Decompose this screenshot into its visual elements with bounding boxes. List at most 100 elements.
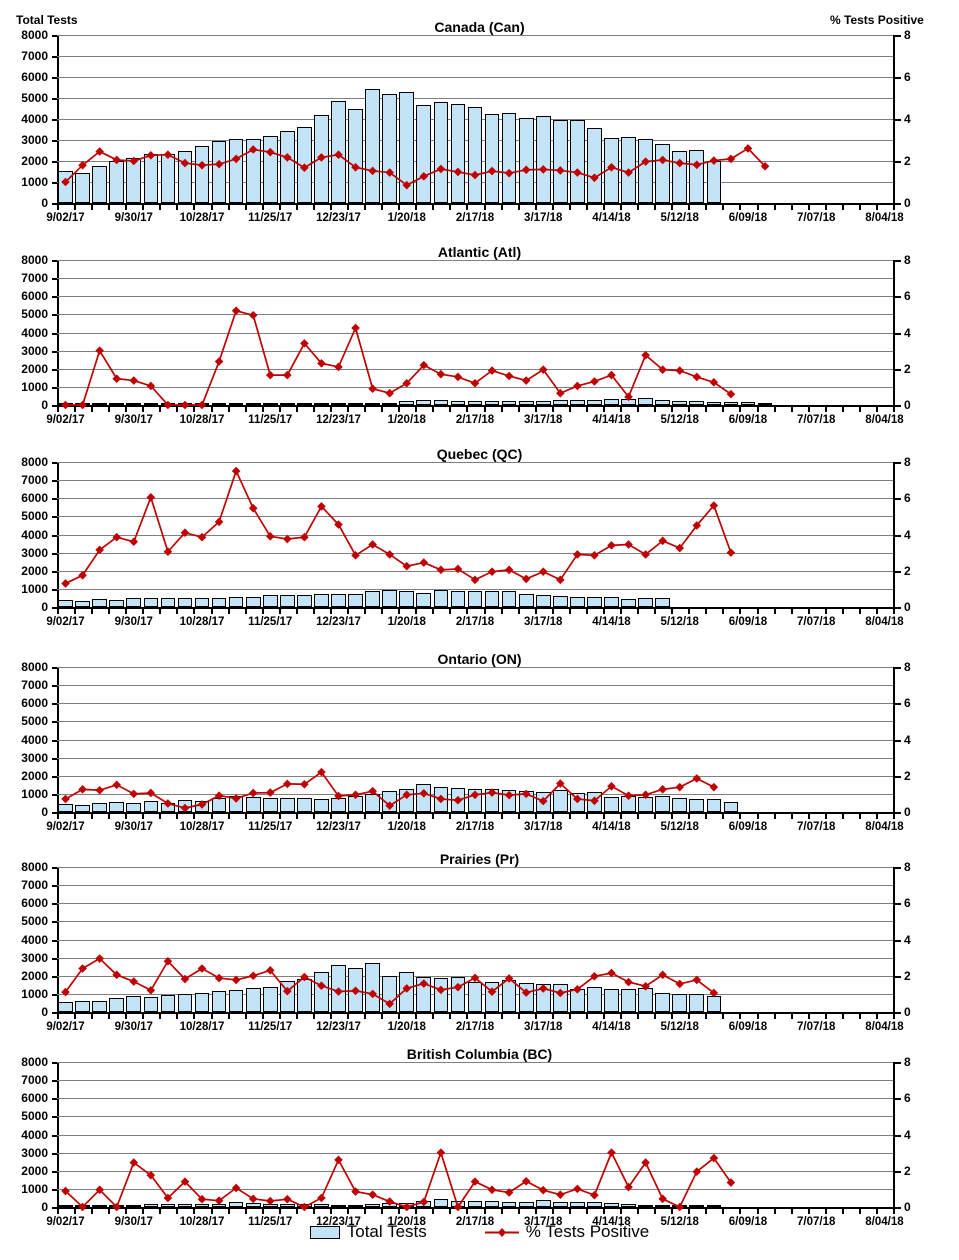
- bar: [382, 93, 398, 203]
- chart-legend: Total Tests % Tests Positive: [0, 1222, 959, 1242]
- y-left-tick-mark: [52, 98, 57, 100]
- y-left-tick-label: 2000: [21, 968, 48, 983]
- bar: [143, 1203, 159, 1207]
- x-tick-mark: [142, 1014, 145, 1019]
- chart-title: Prairies (Pr): [439, 851, 520, 867]
- x-tick-mark: [381, 1209, 384, 1214]
- x-tick-mark: [91, 407, 94, 412]
- bar: [331, 1204, 346, 1207]
- x-tick-mark: [705, 1014, 708, 1019]
- x-tick-mark: [585, 609, 588, 614]
- bar: [416, 1201, 432, 1207]
- bar: [92, 802, 107, 812]
- y-right-tick-label: 2: [904, 361, 911, 376]
- bar: [706, 161, 722, 203]
- bar: [484, 981, 500, 1012]
- x-tick-label: 1/20/18: [387, 1216, 426, 1228]
- x-tick-mark: [654, 205, 657, 210]
- bar: [160, 802, 176, 812]
- x-tick-mark: [74, 609, 77, 614]
- bar: [518, 400, 534, 405]
- y-left-tick-mark: [52, 921, 57, 924]
- legend-item-percent-positive: % Tests Positive: [484, 1222, 649, 1242]
- x-tick-mark: [705, 609, 708, 614]
- bar: [382, 791, 398, 812]
- gridline: [57, 921, 893, 923]
- x-tick-mark: [551, 1014, 554, 1019]
- y-right-tick-mark: [895, 77, 901, 79]
- gridline: [57, 1098, 893, 1100]
- x-tick-mark: [756, 1209, 759, 1214]
- bar: [211, 1203, 227, 1207]
- bar: [638, 597, 653, 607]
- bar: [365, 402, 380, 405]
- x-tick-mark: [807, 609, 810, 614]
- x-tick-mark: [534, 205, 537, 210]
- bar: [604, 596, 619, 607]
- y-left-tick-mark: [52, 498, 57, 501]
- bar: [331, 797, 346, 812]
- bar: [518, 1202, 534, 1207]
- y-left-tick-label: 4000: [21, 112, 48, 126]
- bar: [399, 401, 415, 405]
- x-tick-mark: [671, 1014, 674, 1019]
- x-tick-label: 9/30/17: [114, 414, 153, 426]
- y-right-tick-mark: [895, 975, 901, 978]
- bar: [194, 146, 210, 203]
- x-tick-mark: [824, 814, 827, 819]
- x-tick-label: 9/30/17: [114, 1216, 153, 1228]
- x-tick-mark: [756, 1014, 759, 1019]
- y-right-tick-label: 4: [904, 732, 911, 747]
- plot-area: [57, 462, 895, 609]
- x-tick-mark: [125, 1209, 128, 1214]
- x-tick-mark: [91, 609, 94, 614]
- bar: [757, 402, 773, 405]
- bar: [58, 1002, 73, 1012]
- x-tick-label: 12/23/17: [316, 1216, 361, 1228]
- bar: [109, 599, 125, 607]
- x-tick-label: 8/04/18: [865, 414, 904, 426]
- x-tick-mark: [176, 814, 179, 819]
- x-tick-mark: [893, 205, 895, 210]
- x-tick-label: 7/07/18: [797, 616, 836, 628]
- y-right-tick-mark: [895, 405, 901, 407]
- bar: [518, 790, 534, 812]
- x-tick-mark: [295, 609, 298, 614]
- x-tick-label: 8/04/18: [865, 616, 904, 628]
- x-tick-mark: [824, 609, 827, 614]
- x-tick-label: 3/17/18: [524, 616, 563, 628]
- bar: [58, 804, 73, 812]
- y-left-tick-mark: [52, 867, 57, 869]
- x-tick-mark: [756, 609, 759, 614]
- x-tick-mark: [329, 814, 332, 819]
- y-left-tick-mark: [52, 314, 57, 317]
- x-tick-label: 11/25/17: [248, 821, 293, 833]
- x-tick-mark: [398, 1209, 401, 1214]
- x-tick-mark: [688, 1209, 691, 1214]
- y-left-tick-label: 1000: [21, 1181, 48, 1196]
- right-axis-line: [893, 260, 895, 407]
- x-tick-label: 5/12/18: [660, 212, 699, 224]
- bar: [689, 798, 705, 812]
- bar: [416, 400, 432, 405]
- x-tick-mark: [893, 1209, 895, 1214]
- bar: [467, 590, 483, 607]
- bar: [126, 802, 142, 812]
- bar: [467, 982, 483, 1012]
- bar: [382, 975, 398, 1012]
- chart-title: Atlantic (Atl): [437, 244, 522, 260]
- x-tick-mark: [432, 1014, 435, 1019]
- bar: [723, 801, 739, 812]
- bar: [416, 592, 432, 607]
- x-tick-mark: [210, 814, 213, 819]
- gridline: [57, 957, 893, 959]
- gridline: [57, 1062, 893, 1063]
- x-tick-mark: [364, 1209, 367, 1214]
- y-left-tick-mark: [52, 1170, 57, 1173]
- y-left-tick-label: 4000: [21, 1127, 48, 1142]
- bar: [211, 141, 227, 203]
- x-tick-mark: [585, 407, 588, 412]
- y-left-tick-label: 3000: [21, 545, 48, 560]
- y-left-tick-mark: [52, 35, 57, 37]
- y-right-tick-mark: [895, 939, 901, 942]
